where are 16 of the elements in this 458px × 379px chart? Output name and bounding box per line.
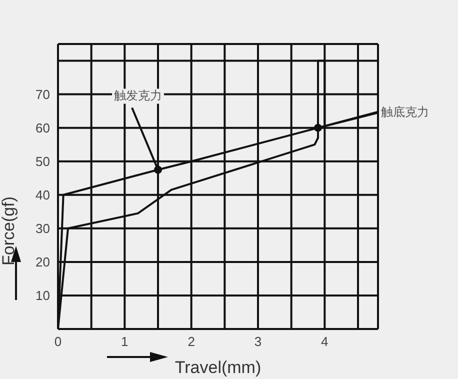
y-axis-title: Force(gf) <box>0 196 18 266</box>
x-axis-title: Travel(mm) <box>174 358 262 377</box>
annotation: 触底克力 <box>381 104 429 119</box>
x-tick-label: 0 <box>54 334 62 350</box>
y-tick-label: 20 <box>36 254 50 270</box>
y-tick-label: 30 <box>36 221 50 236</box>
y-tick-label: 60 <box>36 120 50 136</box>
annotation: 触发克力 <box>114 88 162 103</box>
x-tick-label: 1 <box>121 334 128 350</box>
y-tick-label: 70 <box>36 86 50 102</box>
y-tick-label: 40 <box>36 187 50 202</box>
x-tick-label: 3 <box>254 334 262 350</box>
y-tick-label: 50 <box>36 154 50 169</box>
x-tick-label: 4 <box>321 334 328 350</box>
x-tick-label: 2 <box>188 334 195 350</box>
y-tick-label: 10 <box>36 288 50 304</box>
